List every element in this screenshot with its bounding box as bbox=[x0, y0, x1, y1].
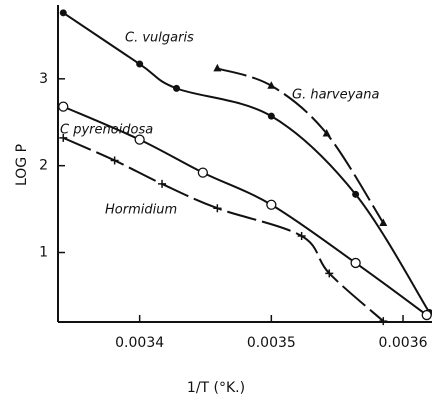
x-tick-label: 0.0035 bbox=[247, 335, 296, 351]
point bbox=[379, 218, 388, 226]
series-label: C. vulgaris bbox=[125, 31, 194, 46]
point bbox=[58, 101, 69, 112]
point bbox=[110, 156, 119, 165]
point bbox=[267, 112, 275, 120]
fit-curve bbox=[62, 11, 431, 313]
x-tick-label: 0.0034 bbox=[115, 335, 164, 351]
point bbox=[134, 134, 145, 145]
point bbox=[213, 63, 222, 72]
x-axis-label: 1/T (°K.) bbox=[187, 380, 245, 396]
point bbox=[352, 190, 360, 198]
point bbox=[136, 60, 144, 68]
series-label: Hormidium bbox=[105, 203, 177, 218]
point bbox=[266, 199, 277, 210]
point bbox=[213, 204, 222, 213]
point bbox=[267, 81, 276, 89]
point bbox=[325, 269, 334, 278]
y-tick-label: 3 bbox=[39, 71, 48, 87]
point bbox=[421, 309, 432, 321]
series-label: G. harveyana bbox=[292, 88, 379, 103]
y-axis-label: LOG P bbox=[14, 144, 30, 186]
point bbox=[350, 257, 361, 269]
x-tick-label: 0.0036 bbox=[379, 335, 428, 351]
point bbox=[197, 167, 209, 178]
point bbox=[59, 133, 68, 142]
fit-curve bbox=[62, 105, 428, 316]
point bbox=[379, 317, 388, 326]
fit-curve bbox=[62, 136, 384, 322]
point bbox=[158, 179, 167, 188]
point bbox=[322, 129, 331, 137]
point bbox=[297, 232, 306, 241]
series-label: C pyrenoidosa bbox=[60, 123, 153, 138]
y-tick-label: 1 bbox=[39, 245, 48, 261]
y-tick-label: 2 bbox=[39, 158, 48, 174]
point bbox=[59, 9, 67, 17]
point bbox=[173, 84, 181, 92]
fit-curve bbox=[217, 67, 385, 224]
